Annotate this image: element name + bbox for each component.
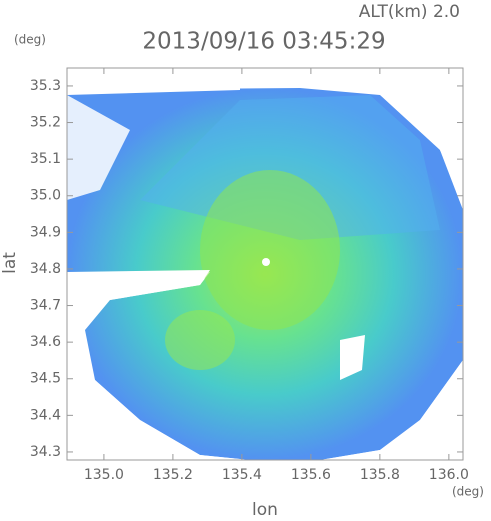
y-tick-label: 35.0 — [30, 188, 61, 204]
y-tick-label: 34.6 — [30, 334, 61, 350]
x-tick-label: 135.8 — [360, 467, 400, 483]
x-tick-label: 135.6 — [291, 467, 331, 483]
x-tick-label: 135.0 — [84, 467, 124, 483]
x-unit: (deg) — [452, 485, 484, 499]
y-unit: (deg) — [14, 33, 46, 47]
y-tick-label: 34.4 — [30, 407, 61, 423]
y-tick-label: 34.3 — [30, 444, 61, 460]
y-tick-label: 35.3 — [30, 78, 61, 94]
chart-title: 2013/09/16 03:45:29 — [142, 29, 385, 55]
y-tick-label: 34.7 — [30, 298, 61, 314]
radar-echo — [67, 68, 463, 460]
x-axis-label: lon — [252, 500, 278, 520]
y-tick-label: 34.5 — [30, 371, 61, 387]
x-tick-label: 135.2 — [153, 467, 193, 483]
y-axis-label: lat — [0, 252, 20, 274]
altitude-label: ALT(km) 2.0 — [359, 2, 460, 22]
y-tick-label: 34.8 — [30, 261, 61, 277]
x-tick-label: 136.0 — [429, 467, 469, 483]
y-tick-label: 34.9 — [30, 224, 61, 240]
y-tick-label: 35.1 — [30, 151, 61, 167]
y-tick-label: 35.2 — [30, 115, 61, 131]
x-tick-label: 135.4 — [222, 467, 262, 483]
plot-frame — [66, 67, 464, 461]
